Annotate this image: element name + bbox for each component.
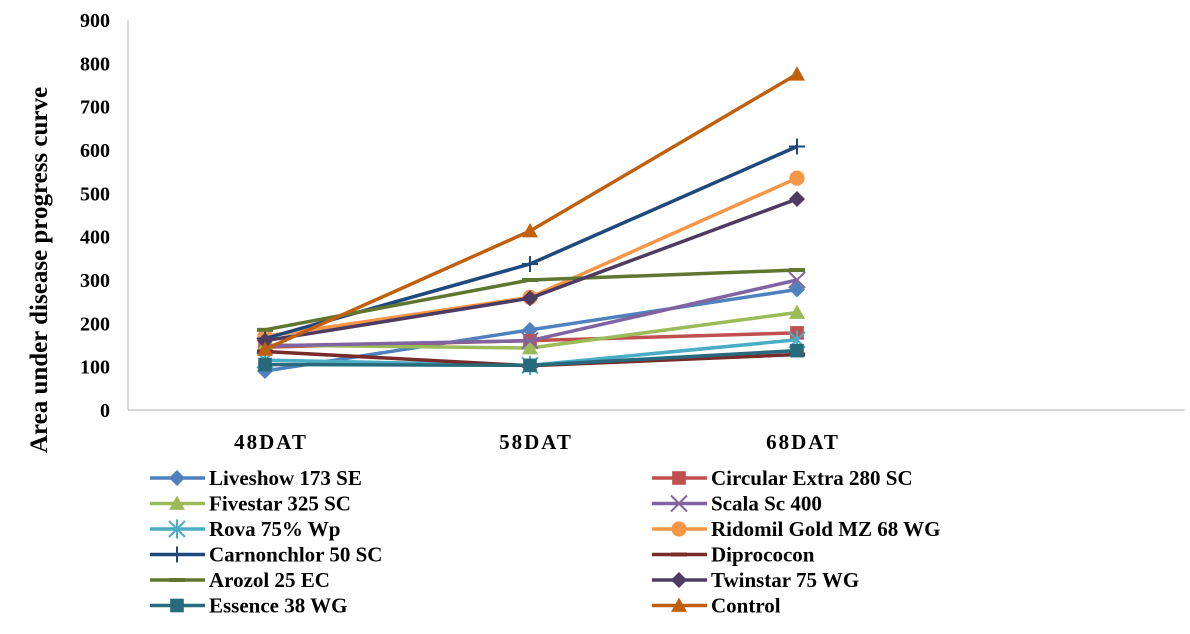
legend-label: Liveshow 173 SE <box>209 466 362 490</box>
y-tick-label: 400 <box>80 227 110 249</box>
legend-marker <box>170 598 184 613</box>
legend-label: Carnonchlor 50 SC <box>209 543 382 567</box>
legend-marker <box>670 494 688 513</box>
data-point <box>522 290 538 307</box>
data-point <box>522 321 538 338</box>
legend-item: Scala Sc 400 <box>652 492 822 516</box>
data-point <box>522 223 538 238</box>
legend-label: Arozol 25 EC <box>209 568 330 592</box>
series-arozol-25-ec <box>257 268 805 332</box>
data-point <box>789 281 805 298</box>
legend-marker <box>671 521 687 537</box>
legend-label: Circular Extra 280 SC <box>711 466 913 490</box>
legend-item: Carnonchlor 50 SC <box>150 543 382 567</box>
legend-marker <box>671 552 687 557</box>
series-lines <box>256 66 806 379</box>
legend-label: Ridomil Gold MZ 68 WG <box>711 517 940 541</box>
legend-item: Liveshow 173 SE <box>150 466 362 490</box>
y-tick-label: 200 <box>80 313 110 335</box>
legend-label: Control <box>711 594 781 618</box>
data-point <box>790 343 804 358</box>
y-tick-label: 600 <box>80 140 110 162</box>
legend: Liveshow 173 SE Circular Extra 280 SC Five… <box>150 466 940 618</box>
series-line <box>264 144 798 341</box>
legend-marker <box>169 495 185 510</box>
data-point <box>522 340 538 355</box>
legend-item: Circular Extra 280 SC <box>652 466 913 490</box>
y-tick-label: 900 <box>80 10 110 32</box>
y-tick-label: 800 <box>80 53 110 75</box>
legend-label: Rova 75% Wp <box>209 517 340 541</box>
legend-label: Fivestar 325 SC <box>209 492 351 516</box>
data-point <box>788 271 806 289</box>
legend-item: Control <box>652 594 781 618</box>
data-point <box>521 331 539 350</box>
legend-item: Arozol 25 EC <box>150 568 330 592</box>
legend-marker <box>672 471 686 485</box>
y-tick-label: 500 <box>80 183 110 205</box>
data-point <box>257 341 273 356</box>
series-twinstar-75-wg <box>257 190 805 349</box>
series-control <box>257 66 805 356</box>
x-tick-labels: 48DAT 58DAT 68DAT <box>234 430 840 454</box>
y-tick-label: 700 <box>80 97 110 119</box>
x-tick-label: 58DAT <box>499 430 573 454</box>
y-tick-labels: 0 100 200 300 400 500 600 700 800 900 <box>80 10 110 422</box>
y-tick-label: 100 <box>80 357 110 379</box>
y-tick-label: 300 <box>80 270 110 292</box>
legend-marker <box>671 572 687 588</box>
legend-label: Twinstar 75 WG <box>711 568 859 592</box>
legend-marker <box>169 578 185 582</box>
data-point <box>789 138 805 155</box>
legend-marker <box>671 597 687 612</box>
data-point <box>258 357 272 372</box>
legend-item: Twinstar 75 WG <box>652 568 859 592</box>
data-point <box>522 278 538 282</box>
data-point <box>789 268 805 273</box>
legend-item: Essence 38 WG <box>150 594 347 618</box>
legend-label: Essence 38 WG <box>209 594 347 618</box>
legend-item: Diprococon <box>652 543 815 567</box>
legend-item: Fivestar 325 SC <box>150 492 351 516</box>
legend-label: Scala Sc 400 <box>711 492 822 516</box>
legend-item: Rova 75% Wp <box>150 517 340 541</box>
data-point <box>789 66 805 81</box>
series-scala-sc-400 <box>256 271 806 355</box>
legend-marker <box>169 546 185 563</box>
legend-label: Diprococon <box>711 543 815 567</box>
y-axis-label: Area under disease progress curve <box>26 87 53 453</box>
data-point <box>522 255 538 272</box>
legend-marker <box>169 470 185 486</box>
legend-marker <box>168 519 186 539</box>
x-tick-label: 48DAT <box>234 430 308 454</box>
x-tick-label: 68DAT <box>766 430 840 454</box>
data-point <box>257 332 273 349</box>
axes <box>127 20 1185 411</box>
series-essence-38-wg <box>258 343 804 373</box>
data-point <box>789 304 805 319</box>
data-point <box>523 358 537 373</box>
y-tick-label: 0 <box>100 400 110 422</box>
series-fivestar-325-sc <box>257 304 805 355</box>
series-line <box>264 72 798 351</box>
data-point <box>789 170 805 186</box>
legend-item: Ridomil Gold MZ 68 WG <box>652 517 940 541</box>
data-point <box>789 190 805 207</box>
data-point <box>257 327 273 332</box>
